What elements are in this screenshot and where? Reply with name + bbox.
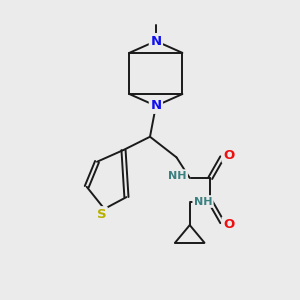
Text: O: O [223,218,234,231]
Text: NH: NH [168,171,187,181]
Text: S: S [97,208,106,221]
Text: O: O [223,148,234,161]
Text: N: N [150,99,161,112]
Text: N: N [150,34,161,48]
Text: NH: NH [194,196,212,206]
